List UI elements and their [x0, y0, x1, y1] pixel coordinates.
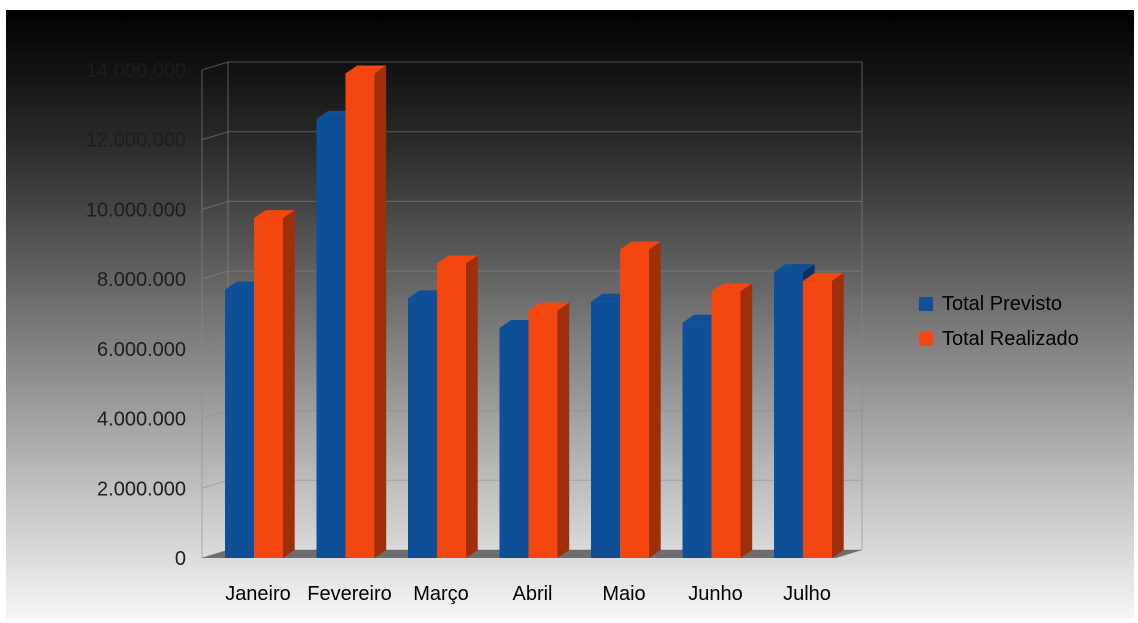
bar-side — [283, 210, 295, 558]
bar-top — [711, 283, 753, 292]
bar-top — [254, 210, 295, 219]
y-tick-label: 8.000.000 — [97, 269, 186, 291]
bar-realizado — [711, 283, 753, 558]
legend: Total Previsto Total Realizado — [919, 293, 1079, 350]
bar-chart: 0 2.000.000 4.000.000 6.000.000 8.000.000 10.… — [86, 60, 1079, 605]
y-tick-label: 12.000.000 — [86, 130, 186, 152]
bar-top — [437, 255, 478, 264]
gridline-side — [201, 200, 229, 210]
bar-realizado — [803, 272, 844, 558]
bar-top — [345, 65, 387, 74]
bar-front — [316, 118, 346, 559]
y-axis-ticks: 0 2.000.000 4.000.000 6.000.000 8.000.000 10.… — [86, 60, 186, 570]
bar-side — [649, 241, 661, 558]
y-tick-label: 2.000.000 — [97, 478, 186, 500]
gridline-side — [201, 340, 229, 350]
bar-front — [711, 291, 741, 558]
bar-top — [803, 272, 844, 281]
bar-front — [620, 249, 649, 558]
bar-realizado — [437, 255, 478, 558]
bar-top — [528, 302, 570, 311]
bar-front — [345, 73, 375, 558]
bars — [225, 65, 844, 559]
bar-top — [620, 241, 661, 250]
bar-front — [591, 301, 620, 558]
y-tick-label: 10.000.000 — [86, 199, 186, 221]
x-axis-labels: Janeiro Fevereiro Março Abril Maio Junho Julho — [225, 583, 831, 605]
legend-swatch — [919, 332, 933, 346]
bar-realizado — [620, 241, 661, 558]
bar-front — [437, 263, 466, 558]
bar-side — [557, 302, 570, 558]
y-tick-label: 0 — [175, 548, 186, 570]
y-tick-label: 6.000.000 — [97, 339, 186, 361]
legend-swatch — [919, 297, 933, 311]
legend-label: Total Previsto — [942, 293, 1062, 315]
bar-front — [774, 272, 803, 558]
gridline-side — [201, 61, 229, 71]
bar-side — [832, 272, 844, 558]
bar-front — [408, 298, 437, 558]
gridline-side — [201, 131, 229, 141]
x-tick-label: Fevereiro — [307, 583, 391, 605]
bar-front — [528, 310, 558, 558]
bar-front — [225, 289, 254, 558]
bar-side — [466, 255, 478, 558]
bar-front — [254, 218, 283, 558]
bar-realizado — [528, 302, 570, 558]
gridline-side — [201, 479, 229, 489]
x-tick-label: Julho — [783, 583, 831, 605]
gridline-side — [201, 270, 229, 280]
chart-frame: 0 2.000.000 4.000.000 6.000.000 8.000.000 10.… — [6, 10, 1134, 619]
bar-side — [374, 65, 387, 558]
x-tick-label: Março — [413, 583, 469, 605]
bar-realizado — [345, 65, 387, 558]
legend-label: Total Realizado — [942, 328, 1079, 350]
bar-front — [803, 280, 832, 558]
x-tick-label: Junho — [688, 583, 743, 605]
x-tick-label: Janeiro — [225, 583, 291, 605]
bar-top — [774, 264, 815, 273]
bar-side — [740, 283, 753, 558]
y-tick-label: 14.000.000 — [86, 60, 186, 82]
x-tick-label: Maio — [602, 583, 645, 605]
bar-realizado — [254, 210, 295, 558]
x-tick-label: Abril — [512, 583, 552, 605]
y-tick-label: 4.000.000 — [97, 409, 186, 431]
gridline-side — [201, 410, 229, 420]
bar-front — [682, 322, 712, 558]
bar-front — [499, 327, 529, 558]
